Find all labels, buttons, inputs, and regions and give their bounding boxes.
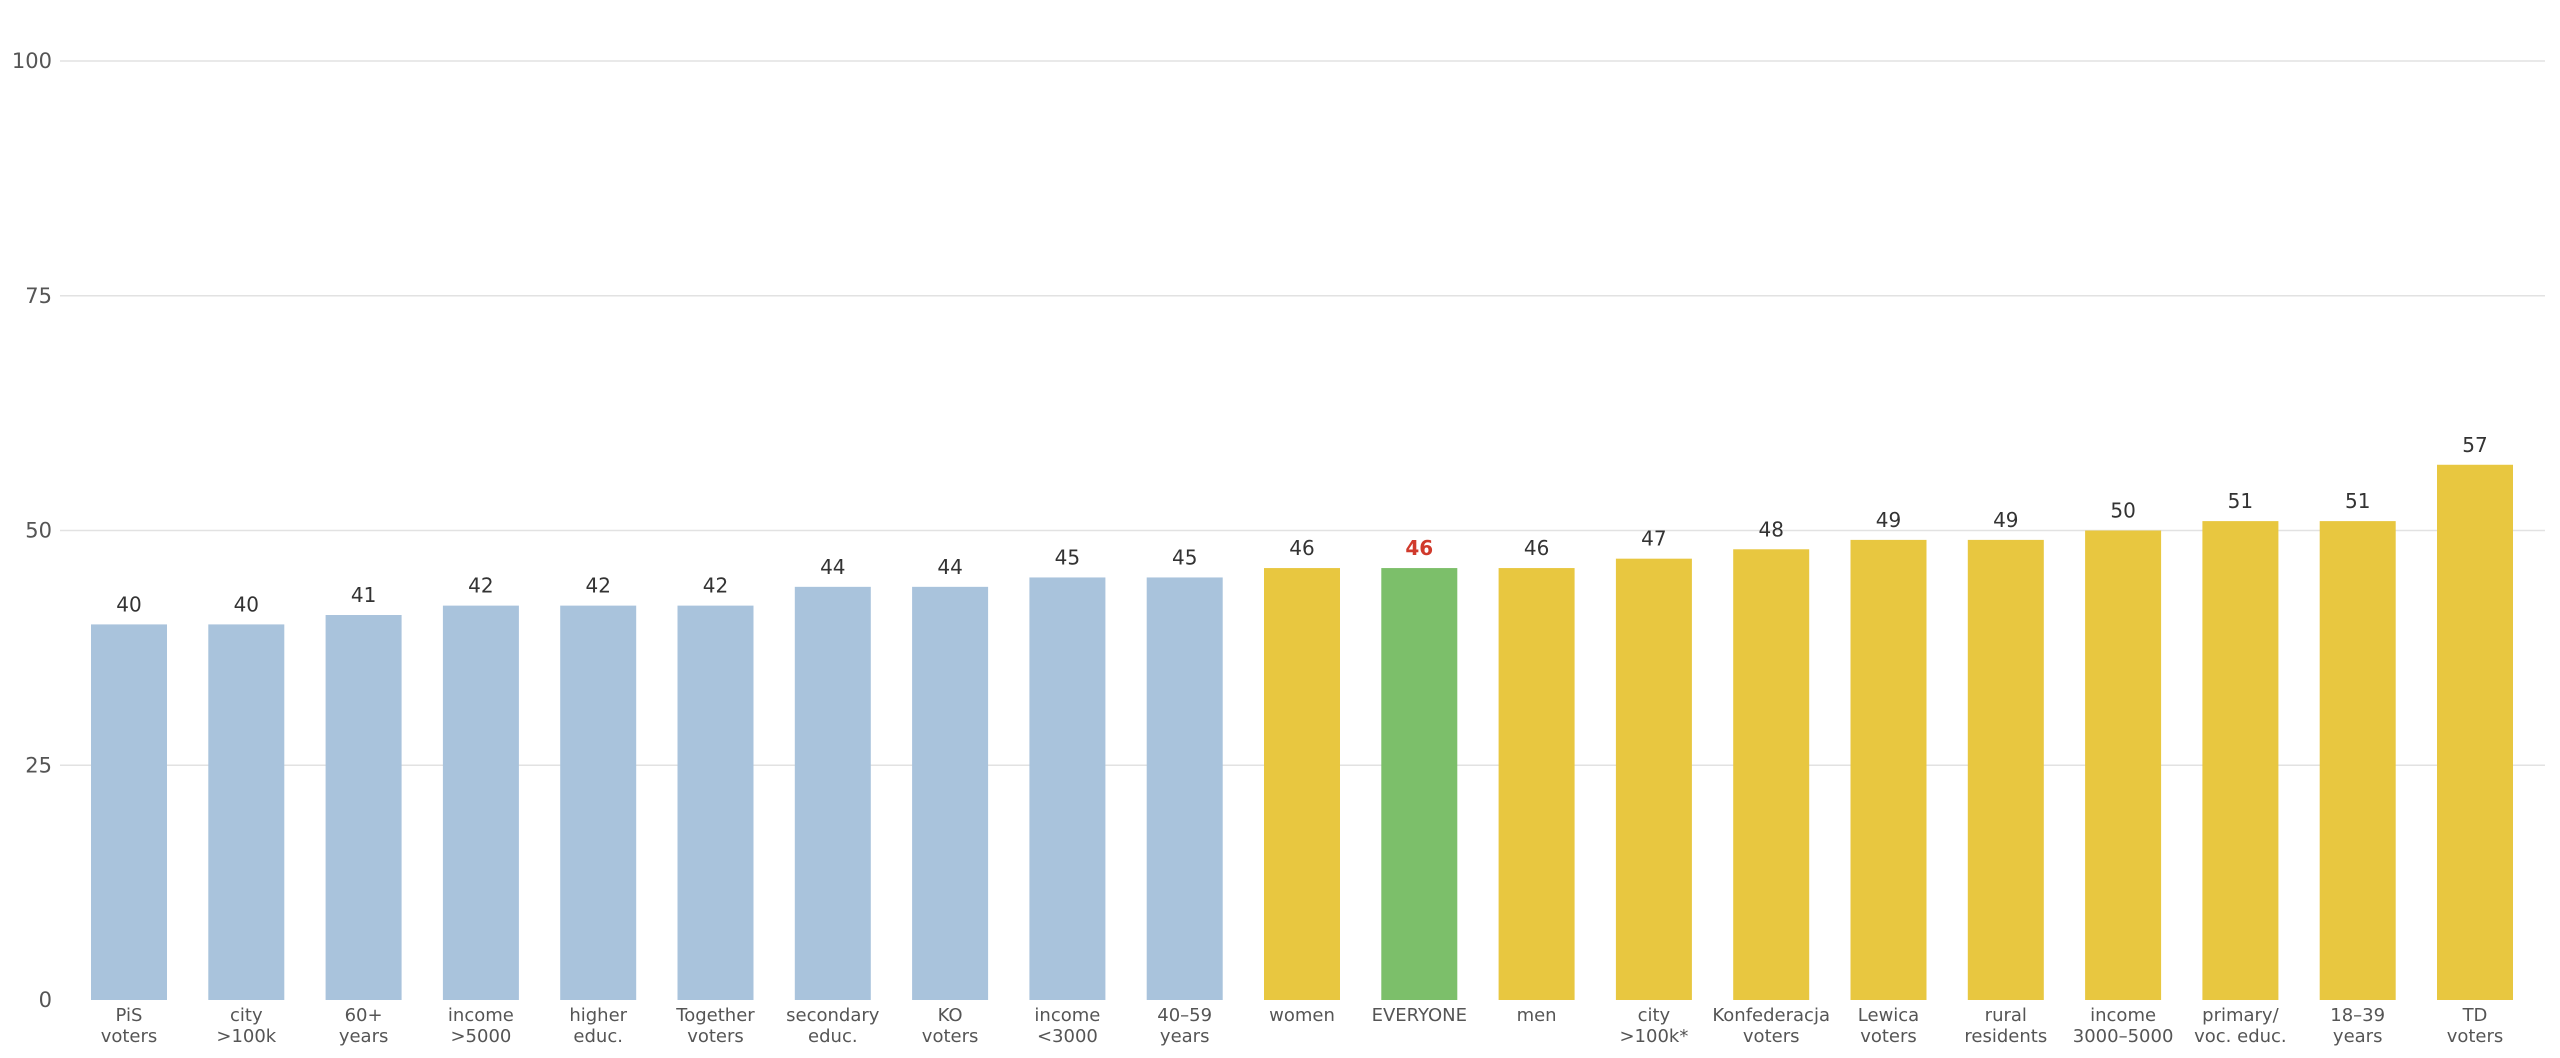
y-tick-label: 50 — [25, 519, 52, 543]
x-tick-label: city >100k* — [1619, 1005, 1688, 1047]
data-label: 46 — [1524, 536, 1549, 560]
x-tick-label: Konfederacja voters — [1712, 1005, 1830, 1047]
bar — [1850, 539, 1927, 1000]
data-label: 50 — [2110, 499, 2135, 523]
bar — [442, 605, 519, 1000]
x-tick-label: TD voters — [2447, 1005, 2504, 1047]
data-label: 49 — [1993, 508, 2018, 532]
x-tick-label: Together voters — [675, 1005, 755, 1047]
data-label: 44 — [937, 555, 962, 579]
bar — [2202, 521, 2279, 1000]
data-label: 42 — [585, 574, 610, 598]
x-tick-label: 40–59 years — [1157, 1005, 1212, 1047]
bar — [1733, 549, 1810, 1000]
bar — [208, 624, 285, 1000]
bar — [560, 605, 637, 1000]
data-label: 46 — [1289, 536, 1314, 560]
x-tick-label: rural residents — [1964, 1005, 2047, 1047]
y-tick-label: 0 — [39, 988, 52, 1012]
bar — [1146, 577, 1223, 1000]
data-label: 47 — [1641, 527, 1666, 551]
x-tick-label: primary/voc. educ. — [2194, 1005, 2287, 1047]
data-label: 57 — [2462, 433, 2487, 457]
bar — [677, 605, 754, 1000]
bars-layer — [91, 464, 2513, 1000]
bar — [1264, 568, 1340, 1000]
data-label: 44 — [820, 555, 845, 579]
data-label: 51 — [2228, 489, 2253, 513]
bar — [1498, 568, 1575, 1000]
y-tick-label: 25 — [25, 753, 52, 777]
data-label: 42 — [703, 574, 728, 598]
data-label: 40 — [116, 592, 141, 616]
bar — [1615, 558, 1692, 1000]
bar — [2085, 530, 2162, 1000]
bar — [91, 624, 167, 1000]
data-label: 51 — [2345, 489, 2370, 513]
data-label: 42 — [468, 574, 493, 598]
data-label: 40 — [234, 592, 259, 616]
bar — [1029, 577, 1106, 1000]
bar — [1381, 568, 1458, 1000]
data-label: 45 — [1055, 545, 1080, 569]
x-tick-label: PiS voters — [101, 1005, 158, 1047]
x-tick-label: income 3000–5000 — [2073, 1005, 2174, 1047]
data-label: 45 — [1172, 545, 1197, 569]
data-label: 41 — [351, 583, 376, 607]
bar — [912, 586, 989, 1000]
x-tick-label: 60+ years — [339, 1005, 389, 1047]
x-axis: PiS voters city >100k 60+ years income >5000 hig… — [101, 1005, 2504, 1047]
x-tick-label: city >100k — [216, 1005, 276, 1047]
x-tick-label: women — [1269, 1005, 1335, 1026]
y-tick-label: 75 — [25, 284, 52, 308]
x-tick-label: men — [1517, 1005, 1557, 1026]
x-tick-label: income <3000 — [1034, 1005, 1100, 1047]
x-tick-label: KO voters — [922, 1005, 979, 1047]
data-label: 46 — [1405, 536, 1433, 560]
x-tick-label: Lewica voters — [1858, 1005, 1919, 1047]
bar — [1967, 539, 2044, 1000]
x-tick-label: higher educ. — [569, 1005, 627, 1047]
x-tick-label: income >5000 — [448, 1005, 514, 1047]
bar — [325, 615, 402, 1000]
x-tick-label: EVERYONE — [1372, 1005, 1467, 1026]
x-tick-label: secondary educ. — [786, 1005, 880, 1047]
data-label: 49 — [1876, 508, 1901, 532]
data-labels-layer: 40 40 41 42 42 42 44 44 45 45 46 46 46 47 48 49 49 50 51 51… — [116, 433, 2487, 617]
data-label: 48 — [1758, 517, 1783, 541]
x-tick-label: 18–39 years — [2330, 1005, 2385, 1047]
bar — [2319, 521, 2396, 1000]
y-tick-label: 100 — [12, 49, 52, 73]
y-axis: 0 25 50 75 100 — [12, 49, 52, 1012]
bar — [2437, 464, 2513, 1000]
bar — [794, 586, 871, 1000]
